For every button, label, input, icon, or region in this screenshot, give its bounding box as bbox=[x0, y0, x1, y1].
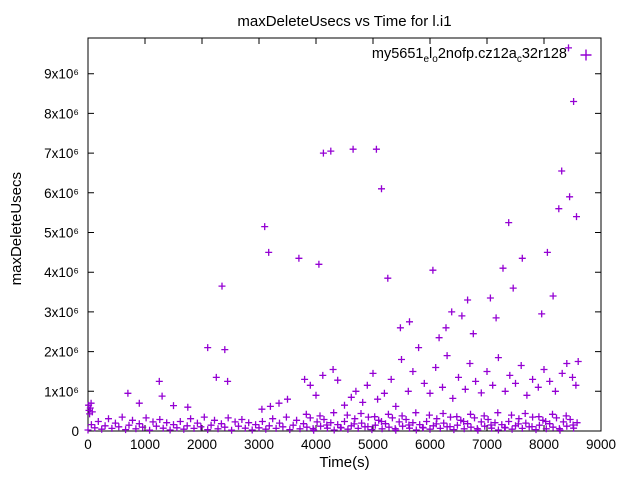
x-tick-label: 8000 bbox=[529, 437, 559, 452]
x-tick-label: 1000 bbox=[130, 437, 160, 452]
y-tick-label: 7x10⁶ bbox=[44, 146, 79, 161]
x-tick-label: 2000 bbox=[187, 437, 217, 452]
legend-series-label: my5651elo2nofp.cz12ac32r128 bbox=[371, 46, 567, 65]
legend: my5651elo2nofp.cz12ac32r128 bbox=[372, 46, 592, 65]
x-tick-label: 7000 bbox=[472, 437, 502, 452]
y-tick-label: 9x10⁶ bbox=[44, 67, 79, 82]
chart-title: maxDeleteUsecs vs Time for l.i1 bbox=[237, 13, 452, 30]
y-tick-label: 4x10⁶ bbox=[44, 265, 79, 280]
axis-ticks bbox=[87, 38, 602, 432]
y-tick-label: 3x10⁶ bbox=[44, 305, 79, 320]
y-tick-label: 5x10⁶ bbox=[44, 226, 79, 241]
x-tick-label: 5000 bbox=[358, 437, 388, 452]
x-tick-label: 9000 bbox=[586, 437, 616, 452]
scatter-points bbox=[84, 44, 582, 434]
y-tick-label: 6x10⁶ bbox=[44, 186, 79, 201]
y-tick-label: 2x10⁶ bbox=[44, 345, 79, 360]
x-tick-label: 6000 bbox=[415, 437, 445, 452]
y-tick-label: 0 bbox=[71, 424, 79, 439]
y-tick-label: 8x10⁶ bbox=[44, 106, 79, 121]
plus-marker-icon bbox=[580, 49, 592, 61]
x-axis-label: Time(s) bbox=[319, 454, 370, 471]
x-tick-label: 4000 bbox=[301, 437, 331, 452]
y-tick-label: 1x10⁶ bbox=[44, 384, 79, 399]
x-tick-label: 0 bbox=[84, 437, 92, 452]
plot-border bbox=[87, 37, 602, 432]
x-tick-label: 3000 bbox=[244, 437, 274, 452]
